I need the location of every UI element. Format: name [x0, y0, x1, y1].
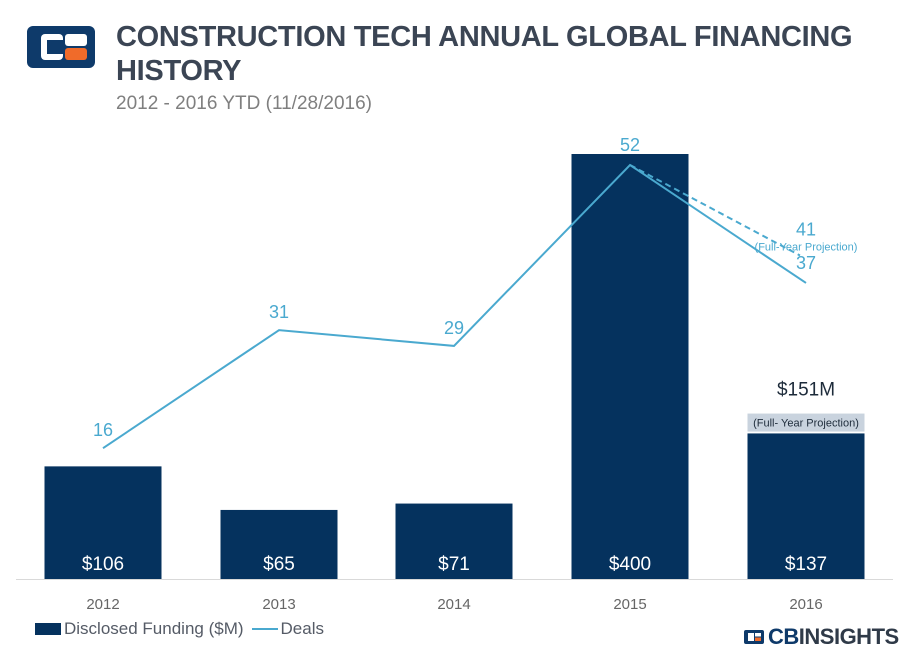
bar-value-label-2013: $65: [263, 554, 295, 575]
deals-projection-label: 41: [796, 220, 816, 240]
legend-bar-label: Disclosed Funding ($M): [64, 619, 244, 638]
deals-value-label-2014: 29: [444, 318, 464, 338]
x-tick-label-2013: 2013: [262, 596, 295, 613]
cb-insights-logo: [27, 26, 95, 68]
bar-2014: [395, 503, 513, 579]
chart-legend: Disclosed Funding ($M) Deals: [35, 619, 332, 639]
page-title: CONSTRUCTION TECH ANNUAL GLOBAL FINANCIN…: [116, 21, 853, 87]
logo-b-top: [65, 34, 87, 46]
bar-2013: [220, 509, 338, 579]
legend-bar-swatch: [35, 623, 61, 635]
bar-value-label-2015: $400: [609, 554, 651, 575]
brand-cb: CB: [768, 624, 799, 649]
page-subtitle: 2012 - 2016 YTD (11/28/2016): [116, 93, 372, 114]
deals-line: [102, 163, 807, 449]
deals-projection-note: (Full-Year Projection): [755, 242, 858, 254]
x-tick-label-2015: 2015: [613, 596, 646, 613]
bar-value-label-2016: $137: [785, 554, 827, 575]
x-tick-label-2012: 2012: [86, 596, 119, 613]
funding-projection-label: $151M: [777, 380, 835, 401]
bar-value-label-2014: $71: [438, 554, 470, 575]
deals-projection-line: [629, 164, 801, 257]
deals-value-label-2013: 31: [269, 302, 289, 322]
deals-value-label-2016: 37: [796, 253, 816, 273]
x-tick-label-2014: 2014: [437, 596, 470, 613]
bar-2012: [44, 466, 162, 579]
x-tick-label-2016: 2016: [789, 596, 822, 613]
bar-value-label-2012: $106: [82, 554, 124, 575]
logo-b-bottom: [65, 48, 87, 60]
bar-2016: [747, 433, 865, 579]
legend-line-swatch: [251, 628, 278, 630]
projection-note-bg: [747, 413, 865, 432]
legend-line-label: Deals: [280, 619, 324, 638]
cb-insights-brand: CB INSIGHTS: [744, 624, 899, 650]
legend-item-funding: Disclosed Funding ($M): [35, 619, 244, 639]
bar-2015: [571, 154, 689, 579]
cb-mark-icon: [744, 630, 764, 644]
legend-item-deals: Deals: [251, 619, 324, 639]
deals-value-label-2015: 52: [620, 135, 640, 155]
logo-c-cut: [47, 40, 63, 54]
funding-projection-note: (Full- Year Projection): [753, 418, 859, 430]
deals-value-label-2012: 16: [93, 420, 113, 440]
brand-insights: INSIGHTS: [798, 624, 899, 649]
